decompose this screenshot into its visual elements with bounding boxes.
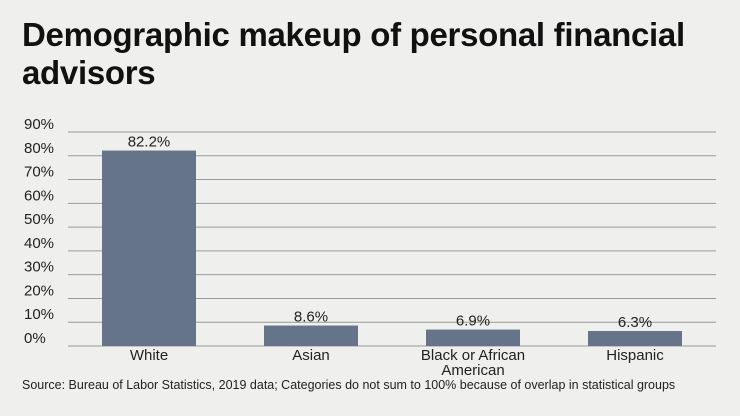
y-tick-label: 70%: [24, 164, 54, 181]
x-tick-label: White: [130, 347, 168, 364]
y-tick-label: 20%: [24, 282, 54, 299]
bar-white: [102, 150, 196, 346]
source-note: Source: Bureau of Labor Statistics, 2019…: [22, 378, 676, 392]
data-label: 6.3%: [618, 314, 652, 331]
bar-black-or-african-american: [426, 329, 520, 346]
data-label: 82.2%: [128, 134, 171, 151]
bar-asian: [264, 325, 358, 346]
y-tick-label: 50%: [24, 211, 54, 228]
y-tick-label: 90%: [24, 116, 54, 133]
y-tick-label: 30%: [24, 259, 54, 276]
y-tick-label: 80%: [24, 140, 54, 157]
x-tick-label: Black or African: [421, 347, 525, 364]
bar-hispanic: [588, 331, 682, 346]
x-tick-label: Hispanic: [606, 347, 664, 364]
x-tick-label: Asian: [292, 347, 330, 364]
data-label: 6.9%: [456, 313, 490, 330]
y-tick-label: 40%: [24, 235, 54, 252]
y-tick-label: 10%: [24, 306, 54, 323]
data-label: 8.6%: [294, 309, 328, 326]
y-tick-label: 0%: [24, 330, 46, 347]
chart-title: Demographic makeup of personal financial…: [22, 16, 685, 91]
y-tick-label: 60%: [24, 187, 54, 204]
x-tick-label: American: [441, 362, 504, 379]
